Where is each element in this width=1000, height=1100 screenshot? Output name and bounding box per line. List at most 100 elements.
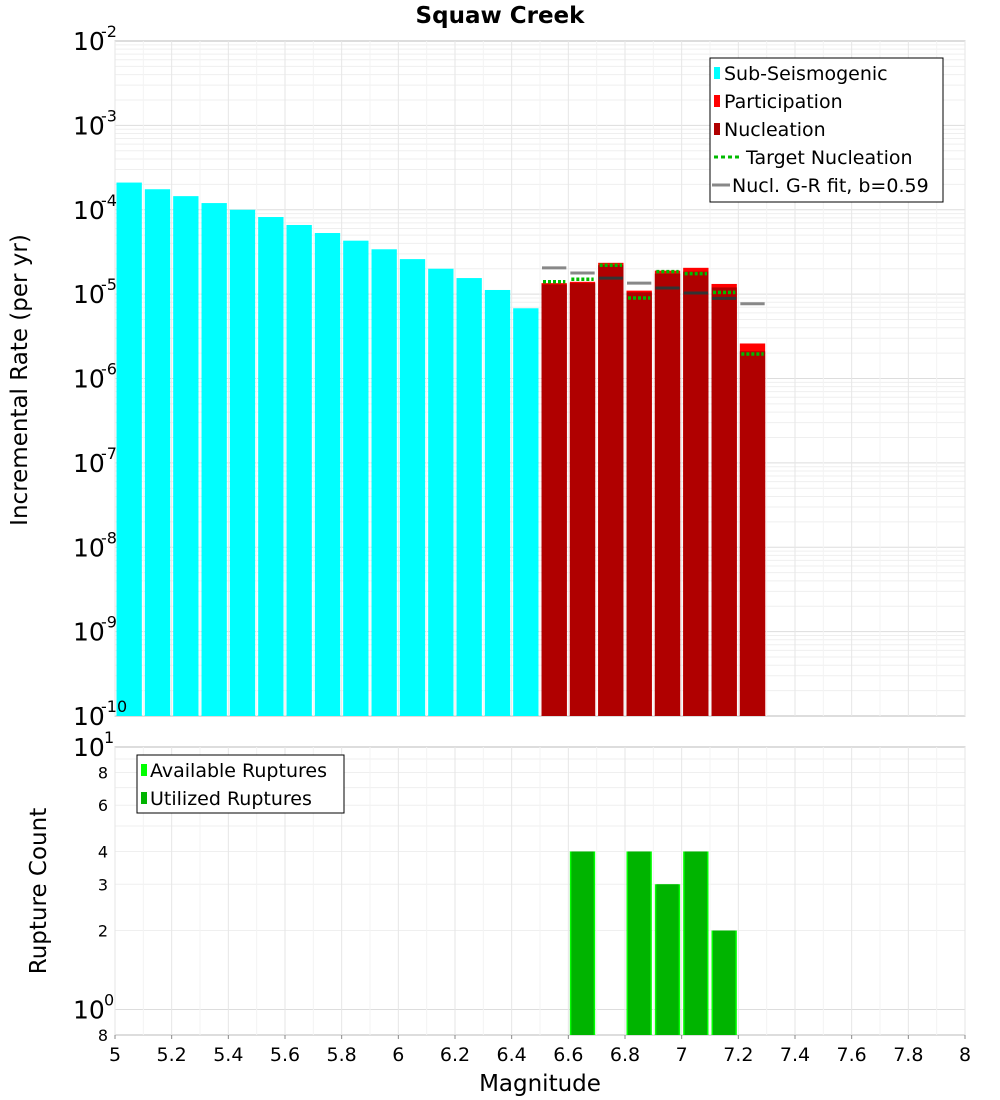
legend-label-participation: Participation (724, 91, 843, 113)
legend-label-nucleation: Nucleation (724, 119, 826, 141)
count-y-tick-exponent: 1 (104, 728, 114, 747)
count-y-tick-label: 2 (98, 922, 108, 941)
legend-label-target-nucleation: Target Nucleation (745, 147, 913, 169)
utilized-ruptures-bar (571, 851, 594, 1035)
count-legend-box (136, 754, 345, 814)
x-tick-label: 6.6 (553, 1044, 583, 1066)
x-tick-label: 5.4 (213, 1044, 243, 1066)
x-tick-label: 7 (676, 1044, 688, 1066)
rate-line-marks (542, 263, 765, 356)
rate-y-tick-exponent: -9 (101, 613, 117, 632)
count-bars (569, 851, 737, 1035)
sub-seismogenic-bar (173, 196, 199, 716)
nucleation-bar (739, 351, 766, 716)
rate-y-tick-label: 10 (73, 618, 105, 647)
rate-legend: Sub-Seismogenic Participation Nucleation… (709, 57, 944, 203)
legend-swatch-sub-seismogenic (714, 67, 720, 79)
rate-y-tick-label: 10 (73, 365, 105, 394)
sub-seismogenic-bar (399, 259, 426, 716)
count-y-tick-label: 8 (98, 763, 108, 782)
rate-y-tick-exponent: -2 (101, 22, 117, 41)
utilized-ruptures-bar (713, 930, 736, 1035)
x-tick-label: 5 (109, 1044, 121, 1066)
legend-swatch-utilized-ruptures (141, 792, 147, 804)
count-x-ticks: 5 5.2 5.4 5.6 5.8 6 6.2 6.4 6.6 6.8 7 7.2 7.4 7.6 7.8 8 (109, 1035, 971, 1066)
rate-y-tick-exponent: -5 (101, 275, 117, 294)
sub-seismogenic-bar (428, 268, 454, 716)
x-tick-label: 6.2 (440, 1044, 470, 1066)
x-tick-label: 6 (392, 1044, 404, 1066)
sub-seismogenic-bar (116, 182, 142, 716)
x-tick-label: 6.4 (497, 1044, 527, 1066)
legend-swatch-participation (714, 95, 720, 107)
x-tick-label: 7.6 (837, 1044, 867, 1066)
sub-seismogenic-bar (258, 217, 284, 716)
nucleation-bar (626, 292, 652, 716)
rate-y-tick-label: 10 (73, 449, 105, 478)
nucleation-bar (711, 287, 737, 716)
legend-swatch-nucleation (714, 123, 720, 135)
x-tick-label: 7.4 (780, 1044, 810, 1066)
legend-label-gr-fit: Nucl. G-R fit, b=0.59 (732, 175, 929, 197)
rate-y-tick-label: 10 (73, 27, 105, 56)
rate-y-tick-label: 10 (73, 196, 105, 225)
utilized-ruptures-bar (684, 851, 707, 1035)
rate-bars (116, 182, 766, 717)
x-tick-label: 8 (959, 1044, 971, 1066)
x-tick-label: 6.8 (610, 1044, 640, 1066)
chart-title: Squaw Creek (416, 3, 586, 29)
rate-y-tick-exponent: -10 (101, 697, 127, 716)
x-tick-label: 5.2 (157, 1044, 187, 1066)
nucleation-bar (569, 283, 596, 716)
rate-y-tick-exponent: -6 (101, 360, 117, 379)
sub-seismogenic-bar (201, 203, 227, 716)
rate-y-tick-label: 10 (73, 702, 105, 731)
utilized-ruptures-bar (628, 851, 651, 1035)
nucleation-bar (683, 271, 709, 716)
sub-seismogenic-bar (314, 233, 341, 716)
sub-seismogenic-bar (144, 189, 171, 717)
legend-label-utilized-ruptures: Utilized Ruptures (150, 788, 312, 810)
count-y-tick-exponent: 0 (104, 991, 114, 1010)
count-y-tick-label: 10 (73, 733, 105, 762)
legend-label-available-ruptures: Available Ruptures (150, 760, 327, 782)
x-tick-label: 7.8 (893, 1044, 923, 1066)
legend-swatch-available-ruptures (141, 764, 147, 776)
count-y-tick-label: 10 (73, 996, 105, 1025)
legend-label-sub-seismogenic: Sub-Seismogenic (724, 63, 888, 85)
rate-y-tick-exponent: -7 (101, 444, 117, 463)
sub-seismogenic-bar (343, 240, 369, 717)
utilized-ruptures-bar (656, 884, 679, 1035)
count-y-tick-label: 4 (98, 842, 108, 861)
sub-seismogenic-bar (286, 224, 312, 716)
rate-y-tick-exponent: -8 (101, 528, 117, 547)
rate-y-axis-label: Incremental Rate (per yr) (7, 234, 33, 526)
nucleation-bar (654, 273, 681, 716)
sub-seismogenic-bar (371, 249, 397, 716)
rate-y-tick-exponent: -4 (101, 191, 117, 210)
count-legend: Available Ruptures Utilized Ruptures (136, 754, 345, 814)
sub-seismogenic-bar (484, 289, 511, 716)
count-y-tick-label: 6 (98, 796, 108, 815)
x-tick-label: 5.6 (270, 1044, 300, 1066)
rate-y-tick-label: 10 (73, 280, 105, 309)
sub-seismogenic-bar (513, 308, 539, 716)
x-axis-label: Magnitude (479, 1071, 601, 1097)
nucleation-bar (541, 284, 567, 716)
sub-seismogenic-bar (229, 209, 256, 716)
rate-y-tick-label: 10 (73, 111, 105, 140)
count-y-tick-label: 8 (98, 1026, 108, 1045)
sub-seismogenic-bar (456, 278, 482, 716)
count-y-tick-label: 3 (98, 875, 108, 894)
rate-legend-box (709, 57, 944, 203)
nucleation-bar (598, 265, 624, 716)
rate-y-tick-label: 10 (73, 533, 105, 562)
x-tick-label: 5.8 (327, 1044, 357, 1066)
rate-y-tick-exponent: -3 (101, 106, 117, 125)
x-tick-label: 7.2 (723, 1044, 753, 1066)
